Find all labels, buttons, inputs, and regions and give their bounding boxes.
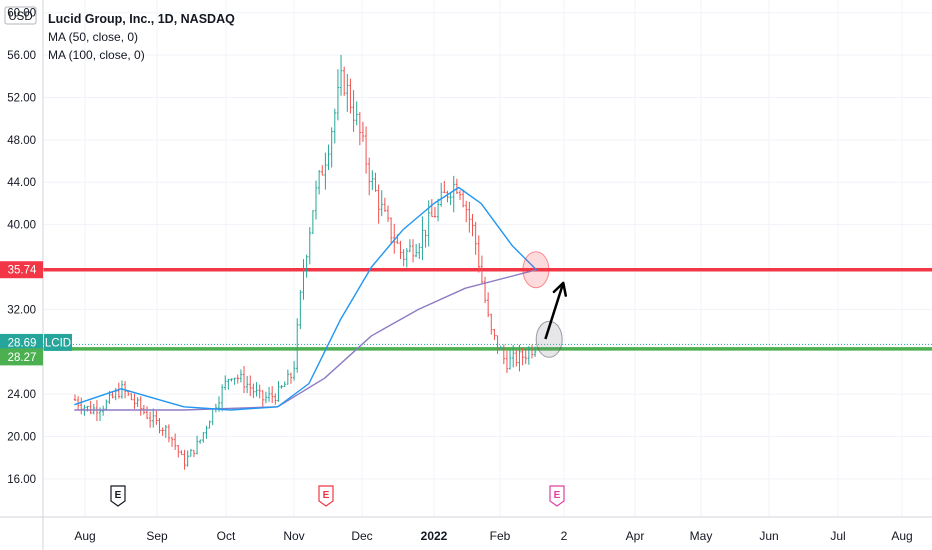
x-tick-label: Dec [351, 529, 372, 543]
earnings-marker-label: E [115, 490, 122, 501]
price-label-text: 28.69 [8, 337, 37, 349]
x-tick-label: Aug [891, 529, 912, 543]
ma50-line [74, 186, 538, 411]
y-tick-label: 60.00 [7, 8, 36, 20]
price-label-box [0, 261, 43, 279]
earnings-marker [549, 485, 565, 507]
symbol-tag-text: LCID [45, 337, 71, 349]
y-tick-label: 24.00 [7, 389, 36, 401]
grid-lines [43, 0, 932, 517]
ma50-legend[interactable]: MA (50, close, 0) [48, 30, 139, 44]
price-label-text: 28.27 [8, 352, 37, 364]
price-label-text: 35.74 [8, 265, 37, 277]
y-tick-label: 44.00 [7, 177, 36, 189]
x-tick-label: 2022 [421, 529, 448, 543]
x-tick-label: Jul [830, 529, 845, 543]
y-tick-label: 16.00 [7, 474, 36, 486]
support-circle [535, 320, 563, 358]
earnings-marker-label: E [554, 490, 561, 501]
chart-legend: Lucid Group, Inc., 1D, NASDAQ MA (50, cl… [48, 10, 235, 64]
x-tick-label: Aug [74, 529, 95, 543]
earnings-marker [318, 485, 334, 507]
x-tick-label: May [690, 529, 713, 543]
candles [73, 54, 537, 470]
x-tick-label: Nov [283, 529, 304, 543]
resistance-circle [522, 251, 550, 289]
ma100-line [74, 269, 538, 411]
y-tick-label: 52.00 [7, 92, 36, 104]
moving-averages [74, 186, 538, 411]
y-tick-label: 32.00 [7, 304, 36, 316]
symbol-tag-box [44, 333, 72, 351]
x-tick-label: Feb [490, 529, 511, 543]
arrow-line [544, 282, 565, 340]
x-tick-label: Sep [146, 529, 168, 543]
symbol-title: Lucid Group, Inc., 1D, NASDAQ [48, 12, 235, 26]
currency-box [4, 6, 37, 25]
x-tick-label: Apr [626, 529, 645, 543]
y-tick-label: 56.00 [7, 50, 36, 62]
x-axis[interactable]: Aug Sep Oct Nov Dec 2022 Feb 2 Apr May Jun Jul Aug [0, 516, 932, 543]
y-tick-label: 40.00 [7, 220, 36, 232]
y-tick-label: 20.00 [7, 431, 36, 443]
x-tick-label: 2 [561, 529, 568, 543]
x-tick-label: Oct [217, 529, 236, 543]
price-label-box [0, 333, 43, 351]
annotations[interactable] [522, 251, 568, 358]
x-tick-label: Jun [759, 529, 778, 543]
horizontal-lines[interactable] [43, 267, 932, 351]
earnings-marker-label: E [323, 490, 330, 501]
earnings-marker [110, 485, 126, 507]
ma100-legend[interactable]: MA (100, close, 0) [48, 48, 145, 62]
currency-label: USD [8, 11, 32, 23]
y-tick-label: 48.00 [7, 135, 36, 147]
arrow-head [552, 281, 568, 297]
price-label-box [0, 348, 43, 366]
